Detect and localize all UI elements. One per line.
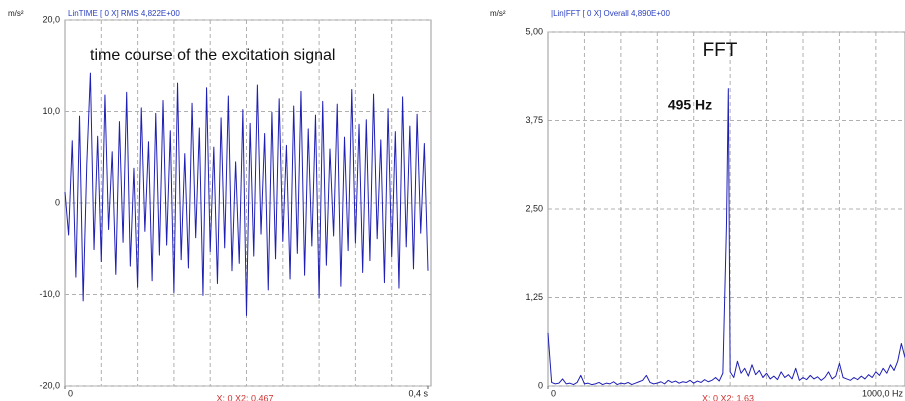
y-tick-label: 3,75 xyxy=(525,115,543,125)
y-tick-label: -20,0 xyxy=(39,380,60,390)
y-tick-label: 2,50 xyxy=(525,203,543,213)
unit-label: m/s² xyxy=(8,9,24,18)
cursor-readout: X: 0 X2: 0,467 xyxy=(216,393,273,401)
signal-line xyxy=(64,72,429,317)
cursor-readout: X: 0 X2: 1,63 xyxy=(702,393,754,401)
y-tick-label: -10,0 xyxy=(39,289,60,299)
channel-header: |Lin|FFT [ 0 X] Overall 4,890E+00 xyxy=(551,9,671,18)
x-tick-label: 0 xyxy=(68,388,73,398)
y-tick-label: 1,25 xyxy=(525,292,543,302)
annotation: 495 Hz xyxy=(668,97,712,113)
y-tick-label: 0 xyxy=(538,380,543,390)
annotation: FFT xyxy=(703,40,738,61)
x-tick-label: 0 xyxy=(551,388,556,398)
annotation: time course of the excitation signal xyxy=(90,47,335,64)
y-tick-label: 20,0 xyxy=(42,14,60,24)
x-tick-label: 0,4 s xyxy=(408,388,428,398)
chart-panel: m/s² LinTIME [ 0 X] RMS 4,822E+00 20,0 10,0… xyxy=(8,9,432,401)
signal-line xyxy=(547,88,905,386)
x-tick-label: 1000,0 Hz xyxy=(862,388,904,398)
unit-label: m/s² xyxy=(490,9,506,18)
y-tick-label: 5,00 xyxy=(525,26,543,36)
y-tick-label: 0 xyxy=(55,197,60,207)
y-tick-label: 10,0 xyxy=(42,106,60,116)
chart-panel: m/s² |Lin|FFT [ 0 X] Overall 4,890E+00 5,0… xyxy=(490,9,905,401)
channel-header: LinTIME [ 0 X] RMS 4,822E+00 xyxy=(68,9,180,18)
